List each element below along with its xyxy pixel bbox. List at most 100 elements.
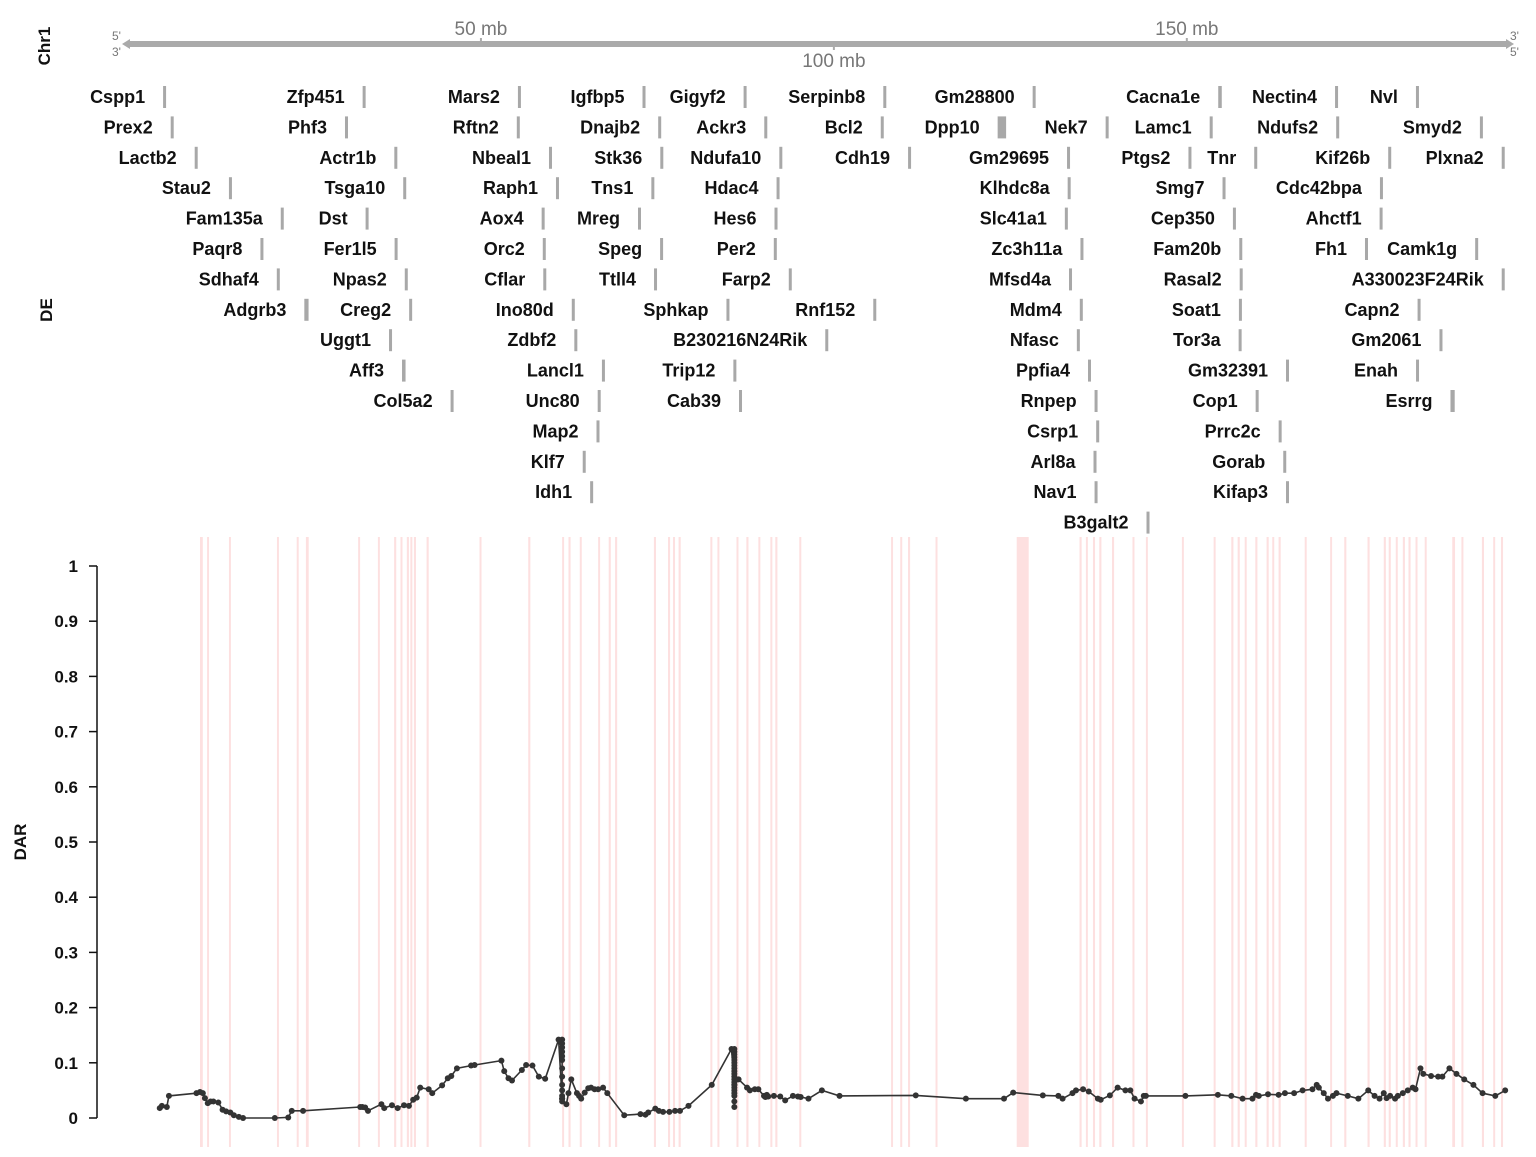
gene-bar	[1080, 238, 1084, 260]
gene-label: Lancl1	[527, 361, 584, 381]
dar-point	[1142, 1092, 1149, 1099]
dar-point	[288, 1107, 295, 1114]
dar-point	[201, 1095, 208, 1102]
highlight-region	[1461, 537, 1464, 1147]
gene-label: Stk36	[594, 148, 642, 168]
gene-label: Nbeal1	[472, 148, 531, 168]
dar-point	[405, 1102, 412, 1109]
dar-point	[797, 1094, 804, 1101]
gene-bar	[1415, 86, 1419, 108]
dar-point	[559, 1044, 566, 1051]
dar-point	[158, 1102, 165, 1109]
gene-label: Ttll4	[599, 269, 636, 289]
gene-label: Unc80	[526, 391, 580, 411]
gene-bar	[1286, 481, 1289, 504]
chromosome-end-arrow	[1506, 39, 1514, 49]
gene-label: Nav1	[1034, 482, 1077, 502]
dar-point	[1428, 1073, 1435, 1080]
dar-point	[1325, 1095, 1331, 1102]
dar-point	[559, 1048, 566, 1055]
gene-bar	[1283, 450, 1287, 473]
gene-bar	[170, 116, 174, 139]
gene-label: Tsga10	[325, 178, 386, 198]
dar-y-axis: 0 0.1 0.2 0.3 0.4 0.5 0.6 0.7 0.8 0.9 1	[54, 557, 98, 1128]
de-gene-track: Cspp1 Zfp451 Mars2 Igfbp5 Gigyf2 Serpinb8 Gm28…	[90, 86, 1505, 534]
highlight-region	[1145, 537, 1148, 1147]
dar-point	[240, 1115, 247, 1121]
dar-point	[1365, 1087, 1372, 1094]
highlight-region	[1016, 537, 1029, 1147]
highlight-region	[394, 537, 397, 1147]
gene-bar	[1105, 116, 1109, 139]
highlight-region	[1272, 537, 1275, 1147]
gene-label: Prex2	[104, 117, 153, 137]
dar-point	[1492, 1092, 1499, 1099]
dar-point	[731, 1098, 738, 1105]
chromosome-ideogram: Chr1 5' 3' 3' 5' 50 mb 100 mb 150 mb	[35, 19, 1519, 72]
dar-point	[746, 1087, 753, 1094]
dar-point	[559, 1095, 566, 1102]
gene-label: Zc3h11a	[991, 239, 1063, 259]
gene-bar	[1093, 450, 1097, 473]
gene-label: Cab39	[667, 391, 721, 411]
gene-bar	[596, 420, 600, 443]
dar-point	[1420, 1070, 1427, 1077]
highlight-region	[1237, 537, 1240, 1147]
gene-bar	[1286, 359, 1289, 382]
gene-bar	[1238, 329, 1242, 352]
gene-label: Gigyf2	[670, 87, 726, 107]
gene-bar	[601, 359, 605, 382]
y-tick-label: 1	[69, 557, 78, 576]
dar-point	[1127, 1087, 1134, 1094]
gene-bar	[1439, 329, 1443, 352]
gene-bar	[1222, 177, 1226, 200]
gene-bar	[1239, 238, 1243, 260]
gene-label: Npas2	[333, 269, 387, 289]
gene-bar	[571, 298, 575, 321]
highlight-region	[678, 537, 681, 1147]
dar-point	[498, 1057, 505, 1064]
dar-point	[728, 1046, 735, 1052]
gene-bar	[404, 268, 408, 291]
highlight-region	[1383, 537, 1386, 1147]
gene-bar	[1088, 359, 1091, 382]
dar-point	[1137, 1098, 1144, 1105]
dar-point	[1114, 1084, 1121, 1091]
gene-label: Cdc42bpa	[1276, 178, 1363, 198]
gene-bar	[642, 86, 646, 108]
y-tick-label: 0.1	[54, 1054, 78, 1073]
dar-point	[555, 1036, 562, 1043]
dar-point	[1387, 1092, 1394, 1099]
dar-point	[621, 1112, 628, 1119]
y-tick-label: 0	[69, 1109, 78, 1128]
dar-point	[777, 1093, 784, 1100]
highlight-region	[528, 537, 531, 1147]
dar-point	[600, 1084, 607, 1091]
dar-point	[417, 1084, 424, 1091]
gene-label: Trip12	[662, 361, 715, 381]
y-tick-label: 0.9	[54, 612, 78, 631]
dar-point	[394, 1105, 401, 1112]
gene-label: A330023F24Rik	[1352, 269, 1485, 289]
highlight-region	[1493, 537, 1496, 1147]
dar-point	[1435, 1073, 1442, 1080]
highlight-region	[200, 537, 203, 1147]
gene-bar	[1278, 420, 1282, 443]
highlight-region	[400, 537, 403, 1147]
gene-label: Esrrg	[1385, 391, 1432, 411]
gene-bar	[1417, 298, 1421, 321]
dar-point	[210, 1098, 217, 1105]
gene-label: Col5a2	[374, 391, 433, 411]
gene-bar	[543, 268, 547, 291]
gene-bar	[548, 146, 552, 169]
dar-point	[542, 1075, 549, 1082]
gene-bar	[654, 268, 658, 291]
highlight-region	[426, 537, 429, 1147]
highlight-region	[1181, 537, 1184, 1147]
dar-point	[1001, 1095, 1007, 1102]
highlight-region	[615, 537, 618, 1147]
gene-label: Tor3a	[1173, 330, 1222, 350]
gene-bar	[1232, 207, 1236, 230]
highlight-region	[1424, 537, 1427, 1147]
gene-label: Nvl	[1370, 87, 1398, 107]
